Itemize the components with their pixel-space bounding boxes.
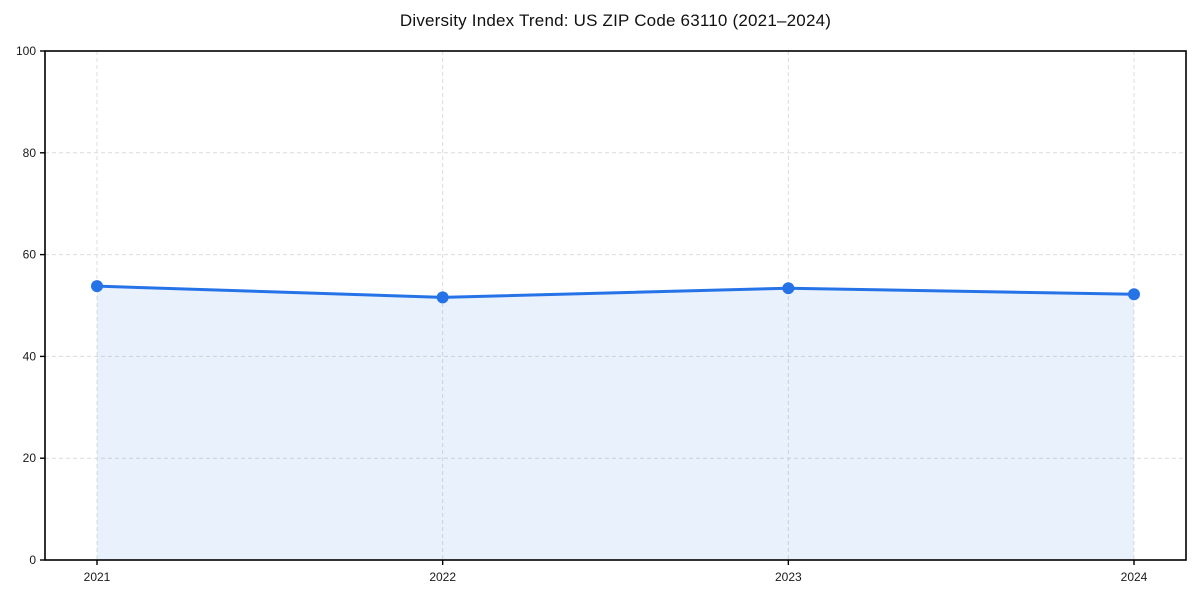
y-axis-tick-label: 80 [23,146,37,160]
data-point-marker [782,282,795,295]
data-point-marker [436,291,449,304]
x-axis-tick-label: 2024 [1121,570,1148,584]
x-axis-tick-label: 2023 [775,570,802,584]
chart-title: Diversity Index Trend: US ZIP Code 63110… [399,11,832,30]
y-axis-tick-label: 20 [23,451,37,465]
trend-line [95,284,1136,299]
y-axis-tick-label: 100 [16,44,36,58]
y-axis-tick-label: 40 [23,349,37,363]
x-axis-tick-label: 2022 [429,570,456,584]
data-point-marker [91,280,103,293]
y-axis-tick-label: 0 [29,553,36,567]
plot-box-spines [44,50,1187,561]
y-axis-tick-label: 60 [23,248,37,262]
area-fill [97,286,1134,560]
x-axis-tick-label: 2021 [84,570,111,584]
data-point-marker [1128,288,1140,301]
